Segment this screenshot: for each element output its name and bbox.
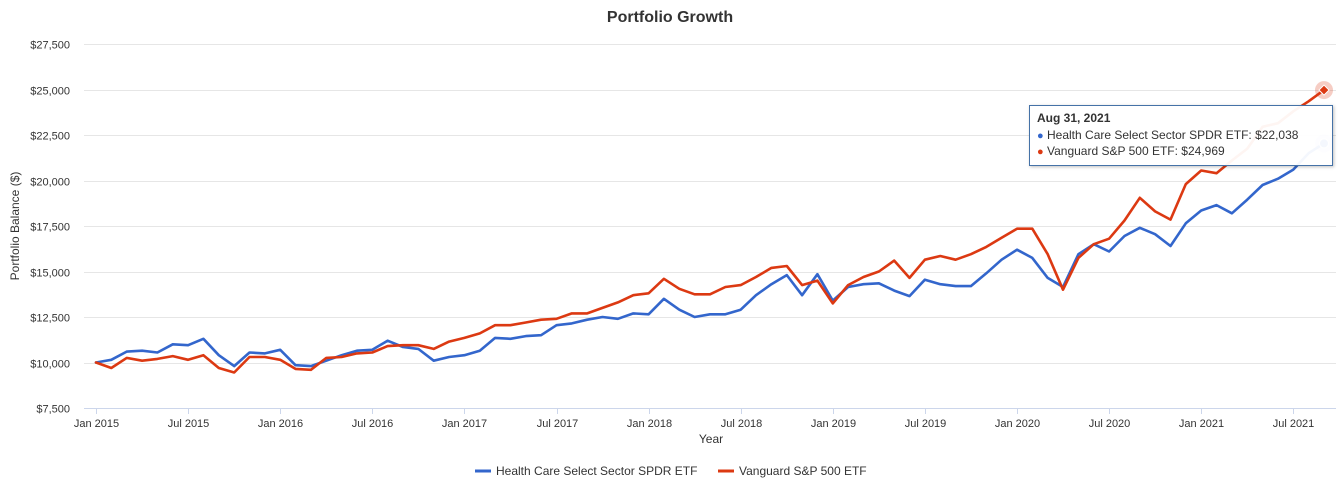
x-axis-title: Year [699,432,723,446]
x-tick-label: Jul 2019 [905,418,947,430]
x-tick-label: Jan 2020 [995,418,1040,430]
x-tick-label: Jan 2021 [1179,418,1224,430]
x-tick-label: Jul 2016 [352,418,394,430]
tooltip-bullet-icon: ● [1037,146,1044,158]
legend-label-vanguard: Vanguard S&P 500 ETF [739,464,867,478]
y-tick-label: $27,500 [30,40,70,52]
gridlines [84,44,1336,409]
x-tick-label: Jan 2015 [74,418,119,430]
tooltip-row-health-care: ● Health Care Select Sector SPDR ETF: $2… [1037,128,1325,144]
legend-item-vanguard[interactable]: Vanguard S&P 500 ETF [718,464,867,478]
x-tick-label: Jul 2021 [1273,418,1315,430]
legend-item-health-care[interactable]: Health Care Select Sector SPDR ETF [475,464,697,478]
series-line-vanguard [94,88,1326,374]
x-tick-label: Jan 2018 [627,418,672,430]
tooltip-value-health-care: Health Care Select Sector SPDR ETF: $22,… [1047,128,1299,142]
tooltip: Aug 31, 2021 ● Health Care Select Sector… [1029,105,1333,166]
y-tick-label: $10,000 [30,359,70,371]
y-axis-title: Portfolio Balance ($) [8,172,22,281]
x-axis-tick-labels: Jan 2015 Jul 2015 Jan 2016 Jul 2016 Jan 2017… [74,408,1314,430]
x-tick-label: Jul 2017 [537,418,579,430]
tooltip-value-vanguard: Vanguard S&P 500 ETF: $24,969 [1047,144,1225,158]
tooltip-date: Aug 31, 2021 [1037,111,1111,125]
y-tick-label: $25,000 [30,86,70,98]
x-tick-label: Jul 2015 [168,418,210,430]
marker-vanguard [1318,84,1330,96]
x-tick-label: Jul 2018 [721,418,763,430]
x-tick-label: Jan 2019 [811,418,856,430]
y-tick-label: $7,500 [36,404,70,416]
y-tick-label: $22,500 [30,131,70,143]
x-tick-label: Jul 2020 [1089,418,1131,430]
legend-label-health-care: Health Care Select Sector SPDR ETF [496,464,697,478]
series-line-health-care [94,142,1326,368]
y-tick-label: $20,000 [30,177,70,189]
y-tick-label: $12,500 [30,313,70,325]
y-axis-tick-labels: $7,500 $10,000 $12,500 $15,000 $17,500 $20,00… [30,40,70,416]
tooltip-bullet-icon: ● [1037,130,1044,142]
series-lines [94,88,1326,374]
legend: Health Care Select Sector SPDR ETF Vangu… [475,464,867,478]
x-tick-label: Jan 2017 [442,418,487,430]
y-tick-label: $17,500 [30,222,70,234]
x-tick-label: Jan 2016 [258,418,303,430]
chart-title: Portfolio Growth [607,9,733,26]
tooltip-row-vanguard: ● Vanguard S&P 500 ETF: $24,969 [1037,144,1325,160]
y-tick-label: $15,000 [30,268,70,280]
